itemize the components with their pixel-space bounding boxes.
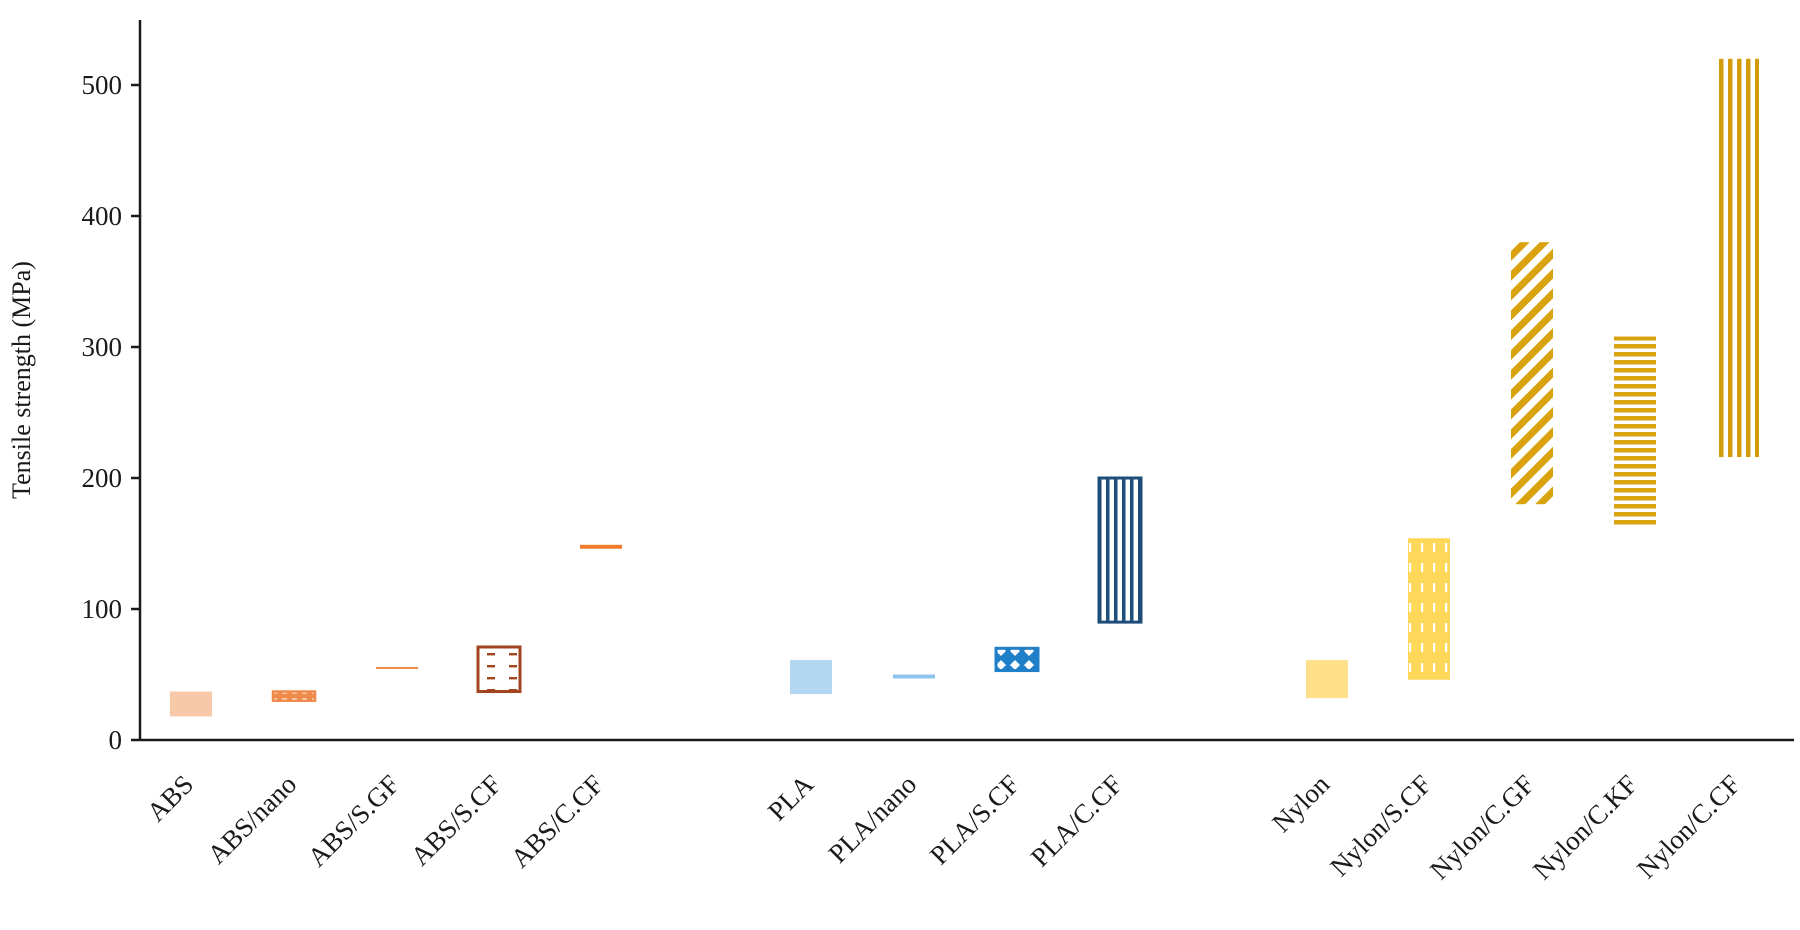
x-category-label: Nylon/C.KF [1527,769,1643,885]
y-tick-label: 300 [82,332,123,362]
range-bar-abs-s-gf [376,666,418,669]
range-bar-nylon [1306,660,1348,699]
x-category-label: ABS [141,769,199,827]
range-bar-pla [790,660,832,695]
x-category-label: Nylon/C.GF [1424,769,1540,885]
range-bar-abs-s-cf [476,645,522,694]
y-tick-label: 200 [82,463,123,493]
y-tick-label: 400 [82,201,123,231]
x-category-label: PLA/nano [823,769,923,869]
range-bar-nylon-c-kf [1614,336,1656,526]
range-bar-nylon-c-cf [1717,58,1759,458]
x-category-label: Nylon/C.CF [1631,769,1746,884]
x-category-label: Nylon/S.CF [1324,769,1437,882]
y-ticks: 0 100 200 300 400 500 [82,70,140,755]
x-category-label: PLA/C.CF [1025,769,1128,872]
axes [138,20,1794,742]
x-category-label: PLA/S.CF [924,769,1025,870]
range-bar-abs-c-cf [580,544,622,549]
range-bar-nylon-c-gf [1511,242,1553,505]
range-bar-nylon-s-cf [1408,538,1450,680]
x-category-label: ABS/S.CF [405,769,507,871]
range-bar-abs-nano [271,690,317,702]
y-tick-label: 500 [82,70,123,100]
x-category-label: PLA [762,769,820,827]
x-category-label: ABS/nano [201,769,302,870]
x-category-label: ABS/S.GF [302,769,405,872]
range-bars [170,58,1759,717]
range-bar-pla-nano [893,674,935,679]
y-tick-label: 0 [109,725,123,755]
range-bar-abs [170,691,212,717]
range-bar-pla-s-cf [994,646,1040,673]
y-tick-label: 100 [82,594,123,624]
x-category-label: Nylon [1266,769,1335,838]
y-axis-title: Tensile strength (MPa) [7,261,36,499]
range-bar-pla-c-cf [1097,476,1143,624]
x-category-label: ABS/C.CF [505,769,610,874]
